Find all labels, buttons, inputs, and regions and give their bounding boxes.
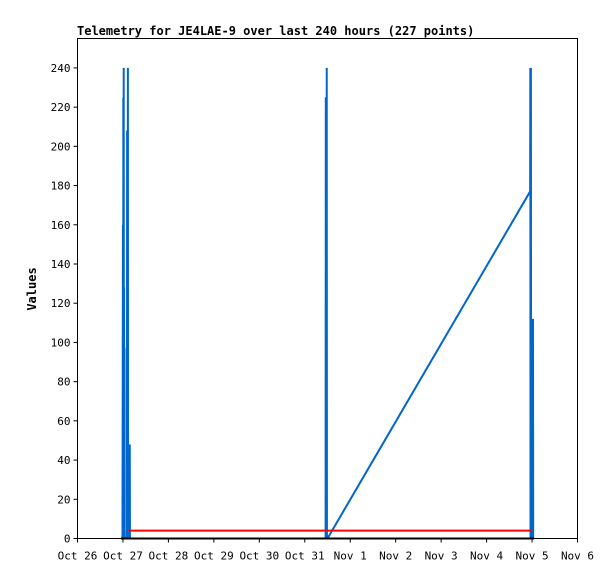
y-tick-label: 220 (51, 101, 71, 114)
x-axis: Oct 26 Oct 27 Oct 28 Oct 29 Oct 30 Oct 31 Nov … (58, 538, 594, 563)
x-tick-label: Oct 27 (103, 550, 143, 563)
y-tick-label: 60 (57, 415, 70, 428)
x-tick-label: Nov 5 (515, 550, 548, 563)
y-tick-label: 20 (57, 493, 70, 506)
x-tick-label: Nov 1 (334, 550, 367, 563)
x-tick-label: Oct 26 (58, 550, 98, 563)
x-tick-label: Nov 2 (379, 550, 412, 563)
x-tick-label: Oct 29 (194, 550, 234, 563)
y-axis: 0 20 40 60 80 100 120 140 160 180 200 220 240 (51, 62, 78, 546)
y-tick-label: 100 (51, 336, 71, 349)
y-tick-label: 0 (64, 533, 71, 546)
chart-title: Telemetry for JE4LAE-9 over last 240 hou… (77, 24, 474, 38)
y-tick-label: 240 (51, 62, 71, 75)
x-tick-label: Nov 3 (425, 550, 458, 563)
y-axis-label: Values (25, 267, 39, 310)
y-tick-label: 40 (57, 454, 70, 467)
y-tick-label: 140 (51, 258, 71, 271)
y-tick-label: 160 (51, 219, 71, 232)
y-tick-label: 180 (51, 180, 71, 193)
series-line-0 (121, 67, 535, 540)
y-tick-label: 80 (57, 376, 70, 389)
x-tick-label: Oct 28 (149, 550, 189, 563)
y-tick-label: 200 (51, 140, 71, 153)
series-layer (121, 67, 535, 540)
x-tick-label: Oct 31 (285, 550, 325, 563)
x-tick-label: Nov 4 (470, 550, 503, 563)
x-tick-label: Oct 30 (239, 550, 279, 563)
y-tick-label: 120 (51, 297, 71, 310)
x-tick-label: Nov 6 (561, 550, 594, 563)
